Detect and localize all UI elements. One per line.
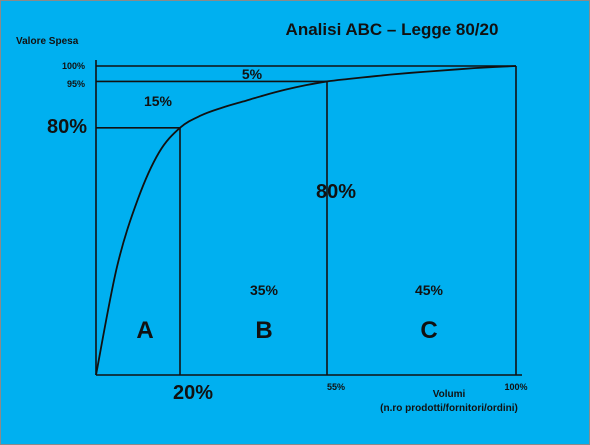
class-a-label: A: [136, 317, 153, 344]
y-tick-80: 80%: [47, 116, 87, 138]
y-tick-100: 100%: [62, 61, 85, 71]
segment-c-value-label: 5%: [242, 66, 263, 82]
x-tick-100: 100%: [504, 382, 527, 392]
x-axis-label: Volumi: [433, 389, 466, 400]
chart-title: Analisi ABC – Legge 80/20: [286, 20, 499, 39]
class-b-label: B: [255, 317, 272, 344]
x-tick-55: 55%: [327, 382, 345, 392]
chart-geometry: [95, 60, 522, 376]
segment-b-value-label: 15%: [144, 93, 173, 109]
class-c-label: C: [420, 317, 437, 344]
class-c-volume-label: 45%: [415, 282, 444, 298]
y-tick-95: 95%: [67, 79, 85, 89]
mid-value-label: 80%: [316, 181, 356, 203]
class-b-volume-label: 35%: [250, 282, 279, 298]
cumulative-curve: [95, 65, 517, 376]
y-axis-label: Valore Spesa: [16, 36, 79, 47]
x-axis-sublabel: (n.ro prodotti/fornitori/ordini): [380, 403, 518, 414]
x-tick-20: 20%: [173, 382, 213, 404]
